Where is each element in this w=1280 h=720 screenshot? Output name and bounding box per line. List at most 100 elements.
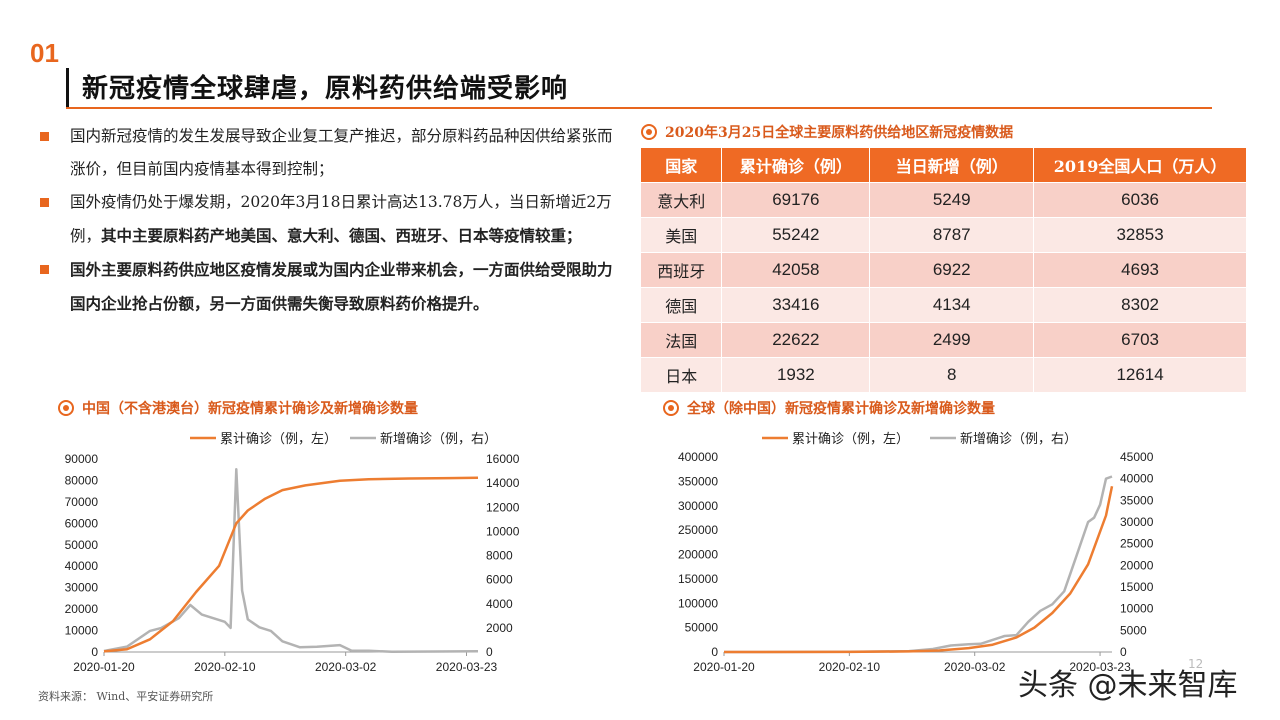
y-right-tick-label: 12000 [486,500,520,514]
y-right-tick-label: 0 [1120,645,1127,659]
table-cell: 55242 [721,217,871,253]
table-row: 美国 55242 8787 32853 [641,217,1247,253]
table-cell: 6703 [1033,322,1247,358]
table-header-cell: 国家 [641,148,723,183]
table-header-cell: 当日新增（例） [869,148,1035,183]
x-tick-label: 2020-03-23 [1069,660,1131,674]
y-left-tick-label: 0 [91,645,98,659]
target-icon [663,400,679,416]
legend-label: 累计确诊（例，左） [220,431,337,446]
table-section-title: 2020年3月25日全球主要原料药供给地区新冠疫情数据 [641,122,1013,142]
table-row: 法国 22622 2499 6703 [641,322,1247,358]
bullet-square-icon [40,132,49,141]
chart-china: 0100002000030000400005000060000700008000… [65,431,520,674]
table-cell: 8302 [1033,287,1247,323]
table-cell: 美国 [641,217,723,253]
bullet-text: 国外疫情仍处于爆发期，2020年3月18日累计高达13.78万人，当日新增近2万… [70,193,612,245]
x-tick-label: 2020-03-23 [436,660,498,674]
table-cell: 4134 [869,287,1035,323]
y-left-tick-label: 90000 [65,452,99,466]
y-left-tick-label: 20000 [65,602,99,616]
y-left-tick-label: 400000 [678,450,718,464]
y-left-tick-label: 350000 [678,474,718,488]
series-line-cumulative [723,486,1114,654]
x-tick-label: 2020-01-20 [73,660,135,674]
y-right-tick-label: 25000 [1120,537,1154,551]
page-title: 新冠疫情全球肆虐，原料药供给端受影响 [82,74,569,104]
table-row: 德国 33416 4134 8302 [641,287,1247,323]
y-right-tick-label: 30000 [1120,515,1154,529]
bullet-list: 国内新冠疫情的发生发展导致企业复工复产推迟，部分原料药品种因供给紧张而涨价，但目… [38,120,618,321]
table-cell: 1932 [721,357,871,392]
bullet-bold-text: 国外主要原料药供应地区疫情发展或为国内企业带来机会，一方面供给受限助力国内企业抢… [70,260,613,313]
y-right-tick-label: 2000 [486,621,513,635]
series-line-cumulative [103,476,479,653]
y-left-tick-label: 50000 [685,621,719,635]
series-line-new [103,468,479,653]
table-cell: 6036 [1033,182,1247,218]
bullet-item-2: 国外疫情仍处于爆发期，2020年3月18日累计高达13.78万人，当日新增近2万… [38,186,618,253]
y-left-tick-label: 150000 [678,572,718,586]
y-right-tick-label: 16000 [486,452,520,466]
y-right-tick-label: 5000 [1120,623,1147,637]
y-left-tick-label: 60000 [65,516,99,530]
y-right-tick-label: 8000 [486,549,513,563]
slide-number: 01 [30,38,59,68]
y-left-tick-label: 0 [711,645,718,659]
y-right-tick-label: 40000 [1120,472,1154,486]
watermark: 头条 @未来智库 [1018,668,1238,703]
table-cell: 8 [869,357,1035,392]
y-left-tick-label: 10000 [65,624,99,638]
table-row: 意大利 69176 5249 6036 [641,182,1247,218]
table-cell: 德国 [641,287,723,323]
x-tick-label: 2020-03-02 [944,660,1006,674]
y-left-tick-label: 80000 [65,473,99,487]
y-right-tick-label: 4000 [486,597,513,611]
legend-label: 新增确诊（例，右） [960,431,1077,446]
series-line-new [723,475,1113,654]
source-footnote: 资料来源： Wind、平安证券研究所 [38,690,214,703]
target-icon [58,400,74,416]
title-tick [66,68,69,108]
table-header-cell: 累计确诊（例） [721,148,871,183]
y-right-tick-label: 45000 [1120,450,1154,464]
chart-china-section-title: 中国（不含港澳台）新冠疫情累计确诊及新增确诊数量 [58,398,418,418]
bullet-square-icon [40,198,49,207]
y-right-tick-label: 35000 [1120,493,1154,507]
table-cell: 32853 [1033,217,1247,253]
table-cell: 22622 [721,322,871,358]
bullet-bold-text: 其中主要原料药产地美国、意大利、德国、西班牙、日本等疫情较重； [101,226,582,245]
y-left-tick-label: 70000 [65,495,99,509]
y-left-tick-label: 100000 [678,596,718,610]
covid-data-table: 国家 累计确诊（例） 当日新增（例） 2019全国人口（万人） 意大利 6917… [641,148,1247,392]
y-left-tick-label: 50000 [65,538,99,552]
y-right-tick-label: 0 [486,645,493,659]
table-cell: 33416 [721,287,871,323]
table-title-text: 2020年3月25日全球主要原料药供给地区新冠疫情数据 [665,125,1014,141]
y-left-tick-label: 250000 [678,523,718,537]
table-cell: 6922 [869,252,1035,288]
y-right-tick-label: 15000 [1120,580,1154,594]
table-cell: 日本 [641,357,723,392]
y-left-tick-label: 40000 [65,559,99,573]
bullet-item-1: 国内新冠疫情的发生发展导致企业复工复产推迟，部分原料药品种因供给紧张而涨价，但目… [38,120,618,186]
table-cell: 42058 [721,252,871,288]
y-left-tick-label: 300000 [678,499,718,513]
y-right-tick-label: 10000 [486,524,520,538]
table-cell: 法国 [641,322,723,358]
bullet-item-3: 国外主要原料药供应地区疫情发展或为国内企业带来机会，一方面供给受限助力国内企业抢… [38,253,618,321]
y-right-tick-label: 10000 [1120,602,1154,616]
title-bar: 新冠疫情全球肆虐，原料药供给端受影响 [82,60,667,104]
table-row: 西班牙 42058 6922 4693 [641,252,1247,288]
y-right-tick-label: 6000 [486,573,513,587]
y-left-tick-label: 30000 [65,581,99,595]
chart-global-title-text: 全球（除中国）新冠疫情累计确诊及新增确诊数量 [687,401,995,417]
table-header-cell: 2019全国人口（万人） [1033,148,1247,183]
table-cell: 意大利 [641,182,723,218]
table-cell: 69176 [721,182,871,218]
table-row: 日本 1932 8 12614 [641,357,1247,392]
legend-label: 累计确诊（例，左） [792,431,909,446]
table-cell: 2499 [869,322,1035,358]
page-number: 12 [1188,657,1204,671]
title-underline [66,107,1212,109]
